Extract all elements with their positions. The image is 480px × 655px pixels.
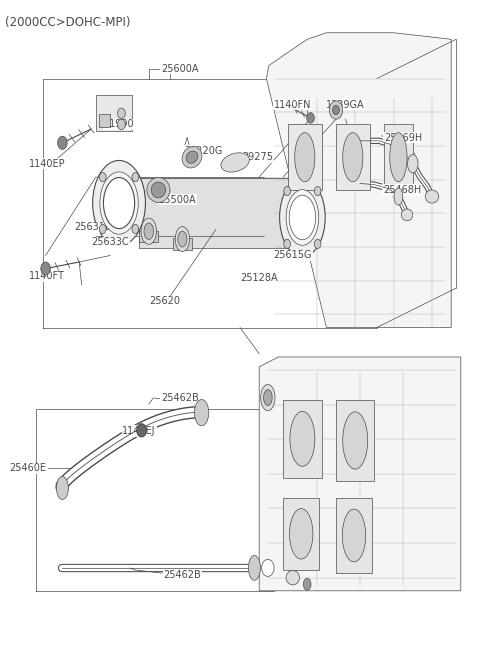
Circle shape (132, 225, 139, 234)
Bar (283, 498, 319, 570)
Text: 25462B: 25462B (161, 392, 199, 403)
Ellipse shape (221, 153, 250, 172)
Circle shape (314, 239, 321, 248)
Text: 25600A: 25600A (161, 64, 198, 74)
Ellipse shape (401, 209, 413, 221)
Ellipse shape (249, 555, 260, 580)
Bar (96, 95, 132, 131)
Circle shape (137, 424, 146, 437)
Ellipse shape (182, 147, 202, 168)
Text: 25633C: 25633C (91, 237, 129, 248)
Polygon shape (173, 238, 192, 250)
Text: 25615G: 25615G (274, 250, 312, 261)
Bar (283, 400, 322, 478)
Ellipse shape (342, 509, 366, 562)
Ellipse shape (100, 172, 138, 234)
Text: 1140FT: 1140FT (29, 271, 65, 282)
Ellipse shape (93, 160, 145, 246)
Circle shape (41, 262, 50, 275)
Circle shape (118, 108, 125, 119)
Bar (288, 124, 322, 190)
Text: 25462B: 25462B (163, 570, 201, 580)
Text: 25631B: 25631B (74, 222, 112, 233)
Ellipse shape (175, 227, 190, 252)
Polygon shape (266, 33, 451, 328)
Ellipse shape (408, 155, 418, 173)
Circle shape (58, 136, 67, 149)
Text: 25620: 25620 (149, 296, 180, 307)
Ellipse shape (290, 411, 315, 466)
Polygon shape (259, 357, 461, 591)
Ellipse shape (343, 412, 368, 469)
Ellipse shape (141, 218, 156, 244)
Text: 1140EJ: 1140EJ (122, 426, 156, 436)
Ellipse shape (343, 133, 363, 182)
Bar (336, 400, 374, 481)
Ellipse shape (104, 178, 134, 229)
Ellipse shape (303, 578, 311, 590)
Text: 25128A: 25128A (240, 273, 277, 284)
Text: 25469H: 25469H (384, 132, 422, 143)
Ellipse shape (425, 190, 439, 203)
Ellipse shape (151, 182, 166, 198)
Polygon shape (139, 231, 158, 242)
Text: (2000CC>DOHC-MPI): (2000CC>DOHC-MPI) (5, 16, 130, 29)
Text: 1339GA: 1339GA (326, 100, 365, 110)
Ellipse shape (289, 195, 316, 240)
Circle shape (307, 113, 314, 123)
Bar (99, 114, 110, 127)
Ellipse shape (286, 190, 319, 245)
Circle shape (314, 187, 321, 196)
Bar (336, 498, 372, 573)
Ellipse shape (264, 390, 272, 405)
Circle shape (99, 172, 106, 181)
Ellipse shape (289, 508, 313, 559)
Circle shape (99, 225, 106, 234)
Circle shape (118, 119, 125, 130)
Text: 39275: 39275 (242, 152, 274, 162)
Circle shape (333, 105, 339, 115)
Ellipse shape (295, 133, 315, 182)
Ellipse shape (178, 231, 187, 247)
Ellipse shape (279, 178, 325, 257)
Circle shape (132, 172, 139, 181)
Ellipse shape (390, 133, 407, 182)
Ellipse shape (394, 188, 403, 205)
Circle shape (284, 187, 290, 196)
Ellipse shape (57, 477, 69, 499)
Circle shape (262, 559, 274, 576)
Ellipse shape (147, 178, 170, 202)
Text: 1140EP: 1140EP (29, 159, 65, 169)
Text: 91990: 91990 (103, 119, 134, 130)
Text: 25460E: 25460E (10, 463, 47, 474)
Ellipse shape (144, 223, 154, 239)
Polygon shape (139, 178, 307, 248)
Bar (384, 124, 413, 190)
Bar (336, 124, 370, 190)
Polygon shape (139, 178, 317, 202)
Ellipse shape (194, 400, 209, 426)
Circle shape (329, 101, 343, 119)
Circle shape (284, 239, 290, 248)
Ellipse shape (261, 384, 275, 411)
Text: 1140FN: 1140FN (274, 100, 311, 110)
Ellipse shape (186, 151, 198, 163)
Text: 39220G: 39220G (185, 145, 223, 156)
Ellipse shape (286, 571, 300, 585)
Text: 25468H: 25468H (383, 185, 421, 195)
Text: 25500A: 25500A (158, 195, 196, 205)
